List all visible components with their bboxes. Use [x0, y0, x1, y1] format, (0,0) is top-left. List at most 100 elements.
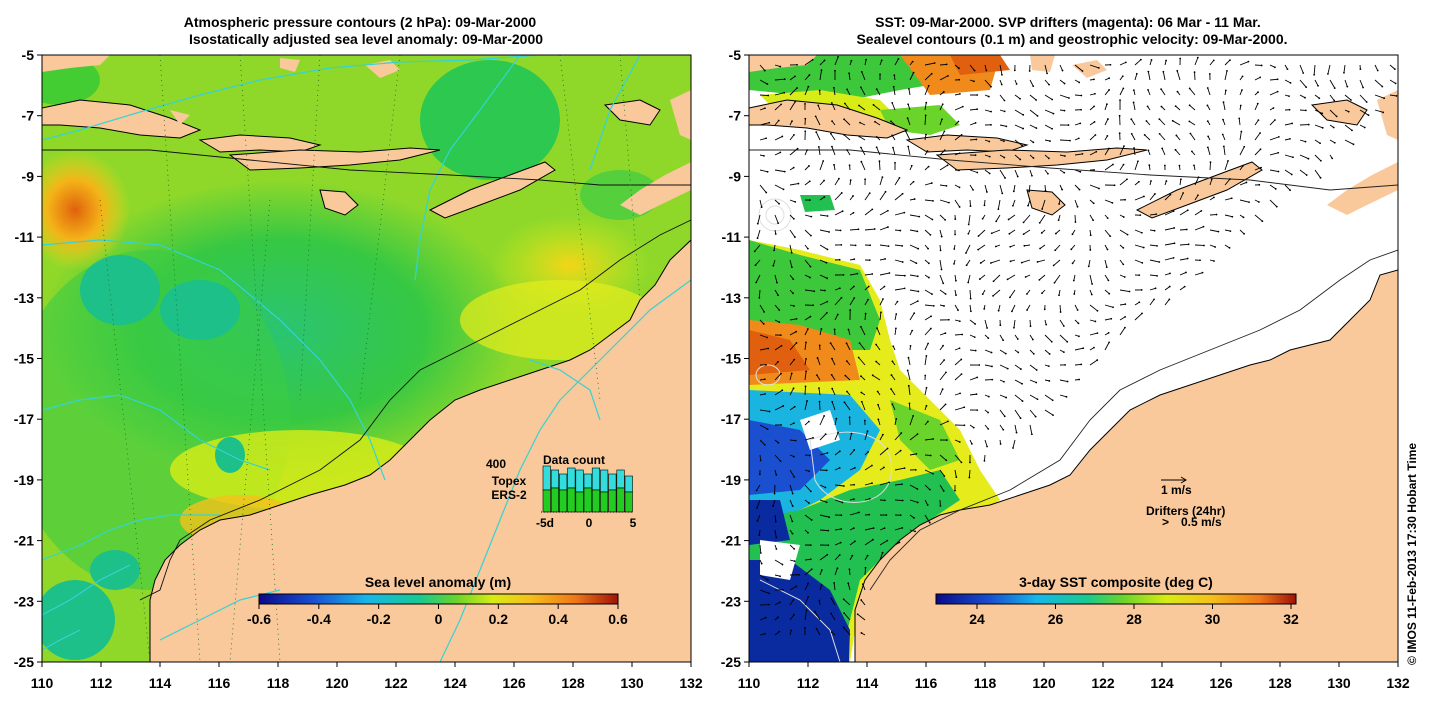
- left-ytick--25: -25: [14, 654, 34, 670]
- inset-xtick-2: 5: [630, 516, 637, 530]
- inset-ers-bar: [559, 489, 568, 513]
- left-cb-tick-5: 0.4: [548, 611, 568, 627]
- right-title-line2: Sealevel contours (0.1 m) and geostrophi…: [856, 31, 1287, 47]
- inset-ers-bar: [550, 487, 560, 513]
- right-xtick-120: 120: [1032, 675, 1056, 691]
- inset-ers-bar: [624, 491, 633, 513]
- left-title-line2: Isostatically adjusted sea level anomaly…: [189, 31, 543, 47]
- left-xtick-132: 132: [679, 675, 703, 691]
- inset-topex-bar: [600, 469, 609, 493]
- drifters-legend-label: Drifters (24hr): [1146, 504, 1225, 518]
- inset-topex-bar: [542, 465, 551, 491]
- velocity-arrows: [753, 55, 1398, 636]
- left-xtick-118: 118: [267, 675, 290, 691]
- inset-topex-bar: [559, 473, 568, 491]
- left-colorbar-title: Sea level anomaly (m): [365, 574, 511, 590]
- right-xtick-130: 130: [1327, 675, 1351, 691]
- right-xtick-128: 128: [1268, 675, 1292, 691]
- inset-topex-bar: [567, 467, 576, 489]
- inset-ers-bar: [616, 487, 625, 513]
- left-ytick--15: -15: [14, 351, 34, 367]
- left-cb-tick-3: 0: [435, 611, 443, 627]
- left-ytick--13: -13: [14, 290, 34, 306]
- left-xtick-124: 124: [443, 675, 467, 691]
- inset-topex-bar: [624, 475, 633, 493]
- depth-contour: [42, 149, 691, 601]
- right-ytick--15: -15: [721, 351, 741, 367]
- left-xtick-120: 120: [325, 675, 349, 691]
- drifters-symbol: >: [1162, 515, 1169, 529]
- left-colorbar: Sea level anomaly (m) -0.6 -0.4 -0.2 0 0.2 0.…: [247, 574, 628, 627]
- inset-xtick-0: -5d: [536, 516, 554, 530]
- left-ytick--19: -19: [14, 472, 34, 488]
- right-cb-tick-1: 26: [1048, 611, 1064, 627]
- left-title-line1: Atmospheric pressure contours (2 hPa): 0…: [184, 14, 537, 30]
- left-map: [42, 55, 691, 662]
- right-ytick--11: -11: [722, 229, 742, 245]
- right-ytick--13: -13: [721, 290, 741, 306]
- drifters-speed-label: 0.5 m/s: [1181, 515, 1222, 529]
- left-cb-tick-4: 0.2: [489, 611, 509, 627]
- right-cb-tick-2: 28: [1126, 611, 1142, 627]
- inset-ers-label: ERS-2: [491, 488, 527, 502]
- left-ytick--5: -5: [22, 47, 35, 63]
- right-xtick-110: 110: [738, 675, 761, 691]
- inset-ers-bar: [575, 491, 584, 513]
- right-cb-tick-3: 30: [1205, 611, 1221, 627]
- left-ytick--11: -11: [15, 229, 35, 245]
- right-xtick-114: 114: [856, 675, 879, 691]
- inset-ers-bar: [600, 491, 609, 513]
- right-cb-tick-0: 24: [969, 611, 985, 627]
- left-xtick-128: 128: [561, 675, 585, 691]
- right-ytick--25: -25: [721, 654, 741, 670]
- left-cb-tick-1: -0.4: [307, 611, 331, 627]
- right-colorbar: 3-day SST composite (deg C) 24 26 28 30 32: [935, 574, 1299, 627]
- inset-bars: [542, 465, 633, 513]
- inset-topex-bar: [550, 469, 560, 489]
- right-map: [749, 55, 1398, 662]
- left-axes: 110 112 114 116 118 120 122 124 126 128 130 132 -5 -7…: [14, 47, 703, 691]
- inset-ers-bar: [608, 489, 617, 513]
- right-ytick--19: -19: [721, 472, 741, 488]
- left-cb-tick-6: 0.6: [608, 611, 628, 627]
- left-xtick-110: 110: [31, 675, 54, 691]
- left-ytick--9: -9: [22, 168, 35, 184]
- inset-ers-bar: [542, 489, 551, 513]
- right-xtick-118: 118: [974, 675, 997, 691]
- left-xtick-126: 126: [502, 675, 526, 691]
- copyright: © IMOS 11-Feb-2013 17:30 Hobart Time: [1405, 443, 1419, 665]
- inset-topex-bar: [608, 473, 617, 491]
- left-xtick-130: 130: [620, 675, 644, 691]
- right-ytick--9: -9: [729, 168, 742, 184]
- right-xtick-122: 122: [1091, 675, 1115, 691]
- velocity-legend: 1 m/s Drifters (24hr) > 0.5 m/s: [1146, 476, 1225, 529]
- left-xtick-112: 112: [90, 675, 113, 691]
- left-ytick--7: -7: [22, 108, 35, 124]
- right-xtick-112: 112: [797, 675, 820, 691]
- left-cb-tick-0: -0.6: [247, 611, 271, 627]
- right-ytick--7: -7: [729, 108, 742, 124]
- left-ytick--21: -21: [14, 533, 34, 549]
- right-xtick-124: 124: [1150, 675, 1174, 691]
- left-cb-tick-2: -0.2: [367, 611, 391, 627]
- inset-title: Data count: [543, 453, 605, 467]
- left-ytick--23: -23: [14, 593, 34, 609]
- right-cb-tick-4: 32: [1283, 611, 1299, 627]
- data-count-inset: 400 Data count Topex ERS-2 -5d 0 5: [486, 453, 637, 530]
- left-ytick--17: -17: [14, 411, 34, 427]
- inset-topex-bar: [591, 467, 601, 491]
- right-ytick--23: -23: [721, 593, 741, 609]
- right-ytick--21: -21: [721, 533, 741, 549]
- inset-topex-bar: [616, 469, 625, 489]
- left-xtick-122: 122: [384, 675, 408, 691]
- right-title-line1: SST: 09-Mar-2000. SVP drifters (magenta)…: [875, 14, 1261, 30]
- pressure-contours: [42, 55, 691, 662]
- inset-topex-label: Topex: [492, 474, 527, 488]
- right-ytick--5: -5: [729, 47, 742, 63]
- right-xtick-132: 132: [1386, 675, 1410, 691]
- inset-ers-bar: [583, 487, 592, 513]
- left-xtick-114: 114: [149, 675, 172, 691]
- velocity-legend-label: 1 m/s: [1161, 483, 1192, 497]
- inset-max-label: 400: [486, 457, 506, 471]
